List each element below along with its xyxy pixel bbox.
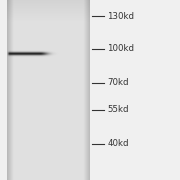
Text: 55kd: 55kd [107,105,129,114]
Text: 40kd: 40kd [107,140,129,148]
Text: 130kd: 130kd [107,12,134,21]
Text: 70kd: 70kd [107,78,129,87]
Text: 100kd: 100kd [107,44,134,53]
